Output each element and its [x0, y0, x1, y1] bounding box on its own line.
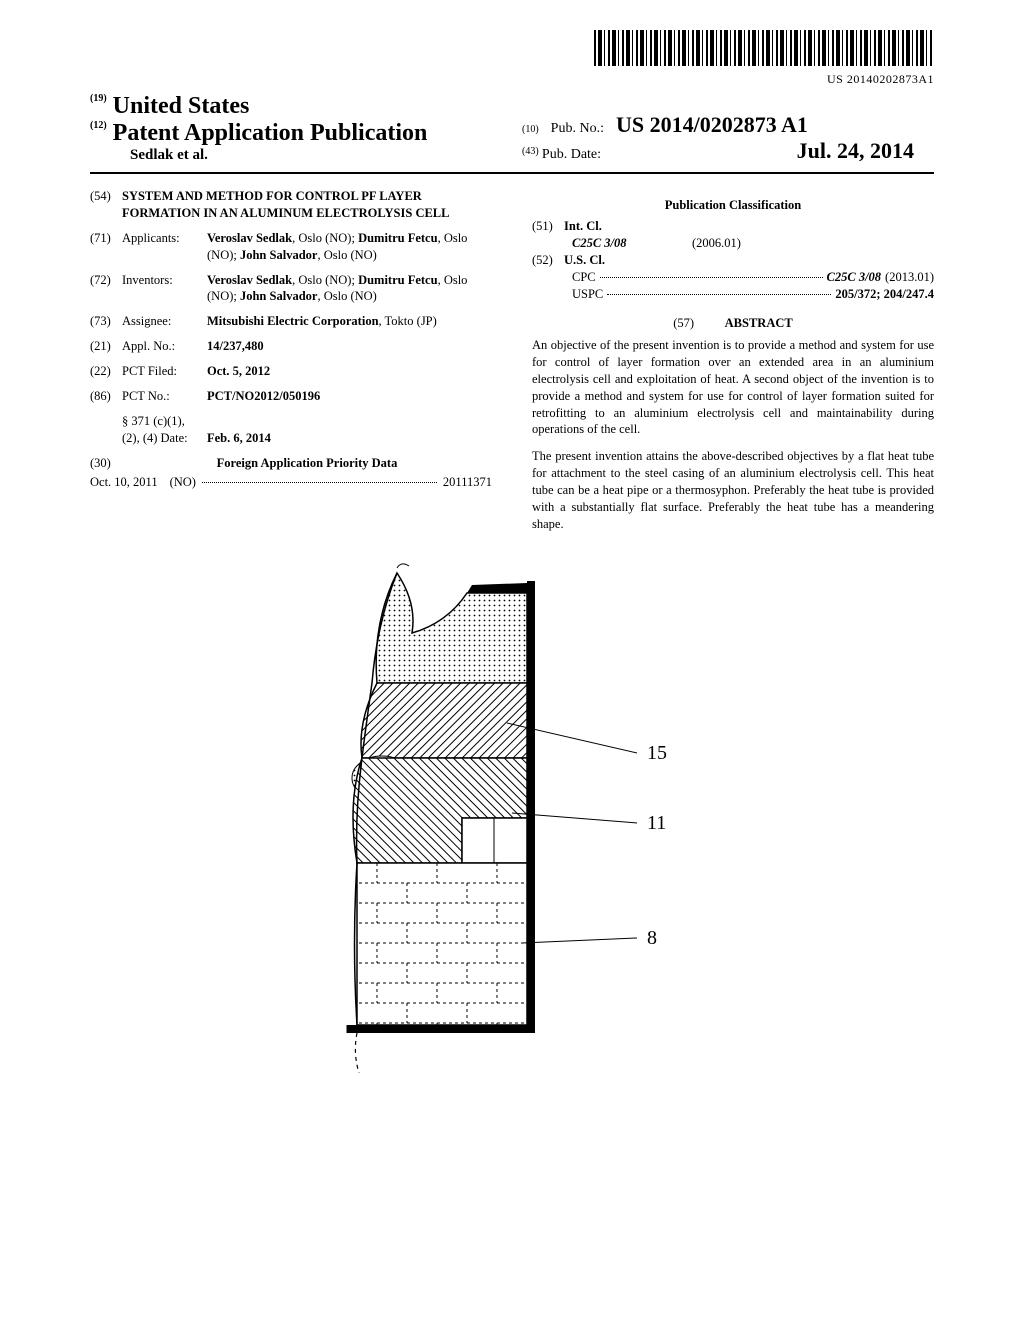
header: (19) United States (12) Patent Applicati… [90, 93, 934, 164]
uspc-label: USPC [572, 287, 603, 302]
assignee-label: Assignee: [122, 313, 207, 330]
pub-date-label: Pub. Date: [542, 147, 601, 162]
barcode-text: US 20140202873A1 [90, 72, 934, 87]
pctno-value: PCT/NO2012/050196 [207, 388, 492, 405]
pctno-label: PCT No.: [122, 388, 207, 405]
body-columns: (54) SYSTEM AND METHOD FOR CONTROL PF LA… [90, 188, 934, 543]
left-column: (54) SYSTEM AND METHOD FOR CONTROL PF LA… [90, 188, 492, 543]
s371-label: § 371 (c)(1), [122, 413, 492, 430]
intcl-code: (51) [532, 219, 564, 234]
abstract-heading-text: ABSTRACT [725, 316, 793, 330]
pub-date-code: (43) [522, 146, 539, 157]
barcode-icon [594, 30, 934, 66]
s371-date-value: Feb. 6, 2014 [207, 430, 492, 447]
pctno-code: (86) [90, 388, 122, 405]
priority-code: (30) [90, 455, 122, 472]
country-name: United States [113, 93, 250, 119]
cpc-date: (2013.01) [885, 270, 934, 285]
cpc-value: C25C 3/08 [827, 270, 882, 285]
pctfiled-value: Oct. 5, 2012 [207, 363, 492, 380]
country-code: (19) [90, 93, 107, 104]
pub-date-value: Jul. 24, 2014 [797, 138, 914, 164]
right-column: Publication Classification (51) Int. Cl.… [532, 188, 934, 543]
abstract-p2: The present invention attains the above-… [532, 448, 934, 532]
classif-heading: Publication Classification [532, 198, 934, 213]
patent-title: SYSTEM AND METHOD FOR CONTROL PF LAYER F… [122, 188, 492, 222]
fig-label-11: 11 [647, 812, 666, 834]
cpc-label: CPC [572, 270, 596, 285]
pub-no-value: US 2014/0202873 A1 [616, 112, 808, 138]
doctype-code: (12) [90, 120, 107, 131]
intcl-class: C25C 3/08 [572, 236, 692, 251]
patent-figure: 15 11 8 [90, 563, 934, 1087]
uscl-code: (52) [532, 253, 564, 268]
priority-number: 20111371 [443, 475, 492, 490]
abstract-code: (57) [673, 316, 694, 330]
intcl-label: Int. Cl. [564, 219, 602, 234]
barcode-block: US 20140202873A1 [90, 30, 934, 87]
inventors-value: Veroslav Sedlak, Oslo (NO); Dumitru Fetc… [207, 272, 492, 306]
appl-label: Appl. No.: [122, 338, 207, 355]
header-authors: Sedlak et al. [130, 147, 502, 164]
title-code: (54) [90, 188, 122, 222]
applicants-code: (71) [90, 230, 122, 264]
abstract-p1: An objective of the present invention is… [532, 337, 934, 438]
fig-label-8: 8 [647, 927, 657, 949]
pub-no-code: (10) [522, 124, 539, 135]
s371-date-label: (2), (4) Date: [122, 430, 207, 447]
pctfiled-label: PCT Filed: [122, 363, 207, 380]
appl-value: 14/237,480 [207, 338, 492, 355]
pub-no-label: Pub. No.: [551, 121, 604, 137]
appl-code: (21) [90, 338, 122, 355]
priority-heading: Foreign Application Priority Data [122, 455, 492, 472]
intcl-date: (2006.01) [692, 236, 741, 251]
uscl-label: U.S. Cl. [564, 253, 605, 268]
inventors-label: Inventors: [122, 272, 207, 306]
assignee-value: Mitsubishi Electric Corporation, Tokto (… [207, 313, 492, 330]
applicants-label: Applicants: [122, 230, 207, 264]
applicants-value: Veroslav Sedlak, Oslo (NO); Dumitru Fetc… [207, 230, 492, 264]
header-rule [90, 172, 934, 174]
priority-country: (NO) [170, 475, 196, 490]
doctype-name: Patent Application Publication [113, 120, 428, 146]
uspc-value: 205/372; 204/247.4 [835, 287, 934, 302]
priority-date: Oct. 10, 2011 [90, 475, 158, 490]
assignee-code: (73) [90, 313, 122, 330]
fig-label-15: 15 [647, 742, 667, 764]
pctfiled-code: (22) [90, 363, 122, 380]
inventors-code: (72) [90, 272, 122, 306]
